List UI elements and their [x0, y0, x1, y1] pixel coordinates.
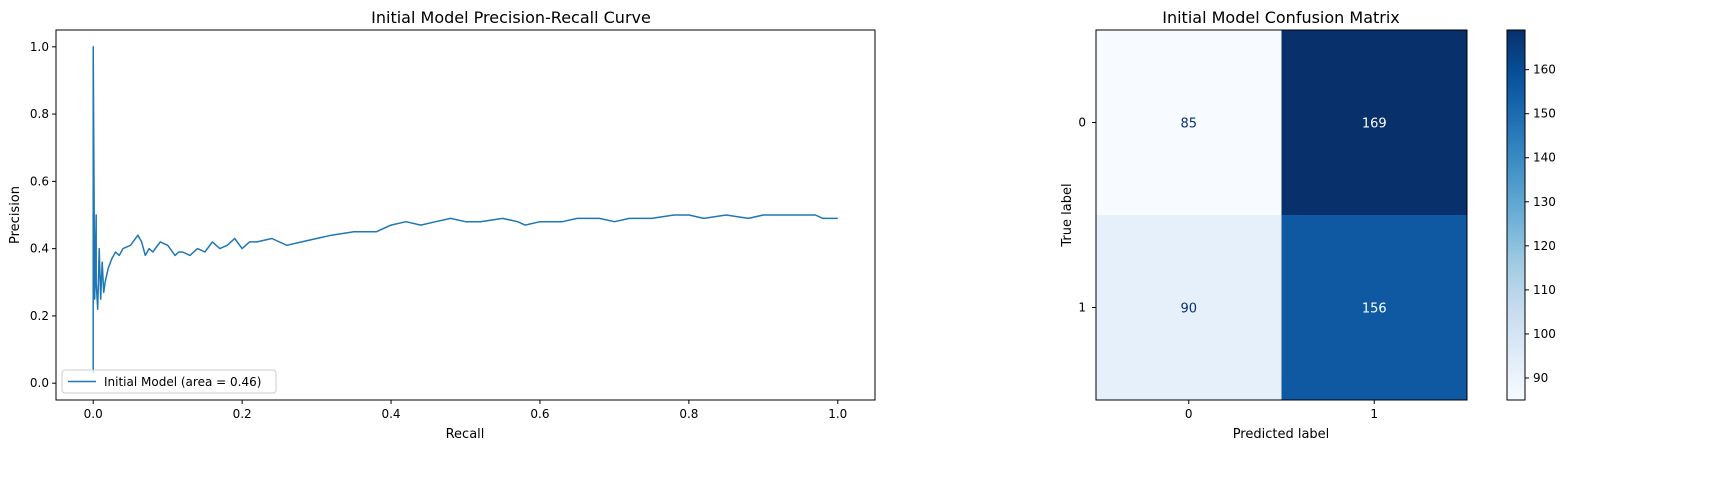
pr-xtick-label: 0.8: [679, 407, 698, 421]
colorbar-tick-label: 120: [1533, 239, 1556, 253]
cm-xtick-label: 0: [1185, 407, 1193, 421]
pr-xtick-label: 0.4: [381, 407, 400, 421]
pr-curve-line: [92, 46, 838, 374]
pr-axes-frame: [55, 29, 876, 401]
cm-ticks: 0 1 0 1: [1078, 116, 1378, 422]
cm-chart: Initial Model Confusion Matrix 85 169 90 15…: [1060, 8, 1556, 442]
cm-chart-title: Initial Model Confusion Matrix: [1162, 8, 1400, 27]
cm-cell-value: 169: [1362, 117, 1387, 132]
cm-cell-value: 90: [1180, 302, 1197, 317]
pr-legend-label: Initial Model (area = 0.46): [104, 375, 261, 389]
cm-xlabel: Predicted label: [1233, 427, 1330, 442]
cm-cell: [1281, 30, 1467, 215]
cm-cell: [1096, 215, 1282, 400]
pr-ytick-label: 0.0: [30, 376, 49, 390]
pr-ylabel: Precision: [8, 186, 23, 244]
pr-xtick-label: 0.0: [84, 407, 103, 421]
colorbar-gradient: [1506, 29, 1526, 401]
pr-ytick-label: 1.0: [30, 40, 49, 54]
colorbar: 90 100 110 120 130 140 150 160: [1506, 29, 1556, 401]
colorbar-tick-label: 150: [1533, 107, 1556, 121]
pr-ytick-label: 0.6: [30, 174, 49, 188]
pr-xtick-label: 0.2: [233, 407, 252, 421]
cm-cell-value: 156: [1362, 302, 1387, 317]
colorbar-tick-label: 130: [1533, 195, 1556, 209]
pr-chart-title: Initial Model Precision-Recall Curve: [371, 8, 651, 27]
cm-cell: [1281, 215, 1467, 400]
colorbar-tick-label: 90: [1533, 371, 1548, 385]
pr-xtick-label: 1.0: [828, 407, 847, 421]
cm-ytick-label: 0: [1078, 116, 1086, 130]
cm-xtick-label: 1: [1370, 407, 1378, 421]
cm-ytick-label: 1: [1078, 301, 1086, 315]
colorbar-ticks: 90 100 110 120 130 140 150 160: [1525, 63, 1556, 385]
colorbar-tick-label: 140: [1533, 151, 1556, 165]
pr-ytick-label: 0.4: [30, 242, 49, 256]
pr-ticks: 0.0 0.2 0.4 0.6 0.8 1.0 0.0 0.2 0.4 0.6 0.8 1.0: [30, 40, 847, 421]
cm-ylabel: True label: [1060, 183, 1075, 247]
colorbar-tick-label: 110: [1533, 283, 1556, 297]
pr-xtick-label: 0.6: [530, 407, 549, 421]
pr-legend-box: [61, 369, 277, 394]
pr-xlabel: Recall: [446, 427, 485, 442]
cm-cells: 85 169 90 156: [1096, 30, 1467, 400]
colorbar-tick-label: 160: [1533, 63, 1556, 77]
pr-chart: Initial Model Precision-Recall Curve 0.0…: [8, 8, 876, 442]
pr-legend: Initial Model (area = 0.46): [61, 369, 277, 394]
pr-ytick-label: 0.2: [30, 309, 49, 323]
pr-ytick-label: 0.8: [30, 107, 49, 121]
cm-cell: [1096, 30, 1282, 215]
cm-axes-frame: [1095, 29, 1468, 401]
cm-cell-value: 85: [1180, 117, 1197, 132]
colorbar-tick-label: 100: [1533, 327, 1556, 341]
